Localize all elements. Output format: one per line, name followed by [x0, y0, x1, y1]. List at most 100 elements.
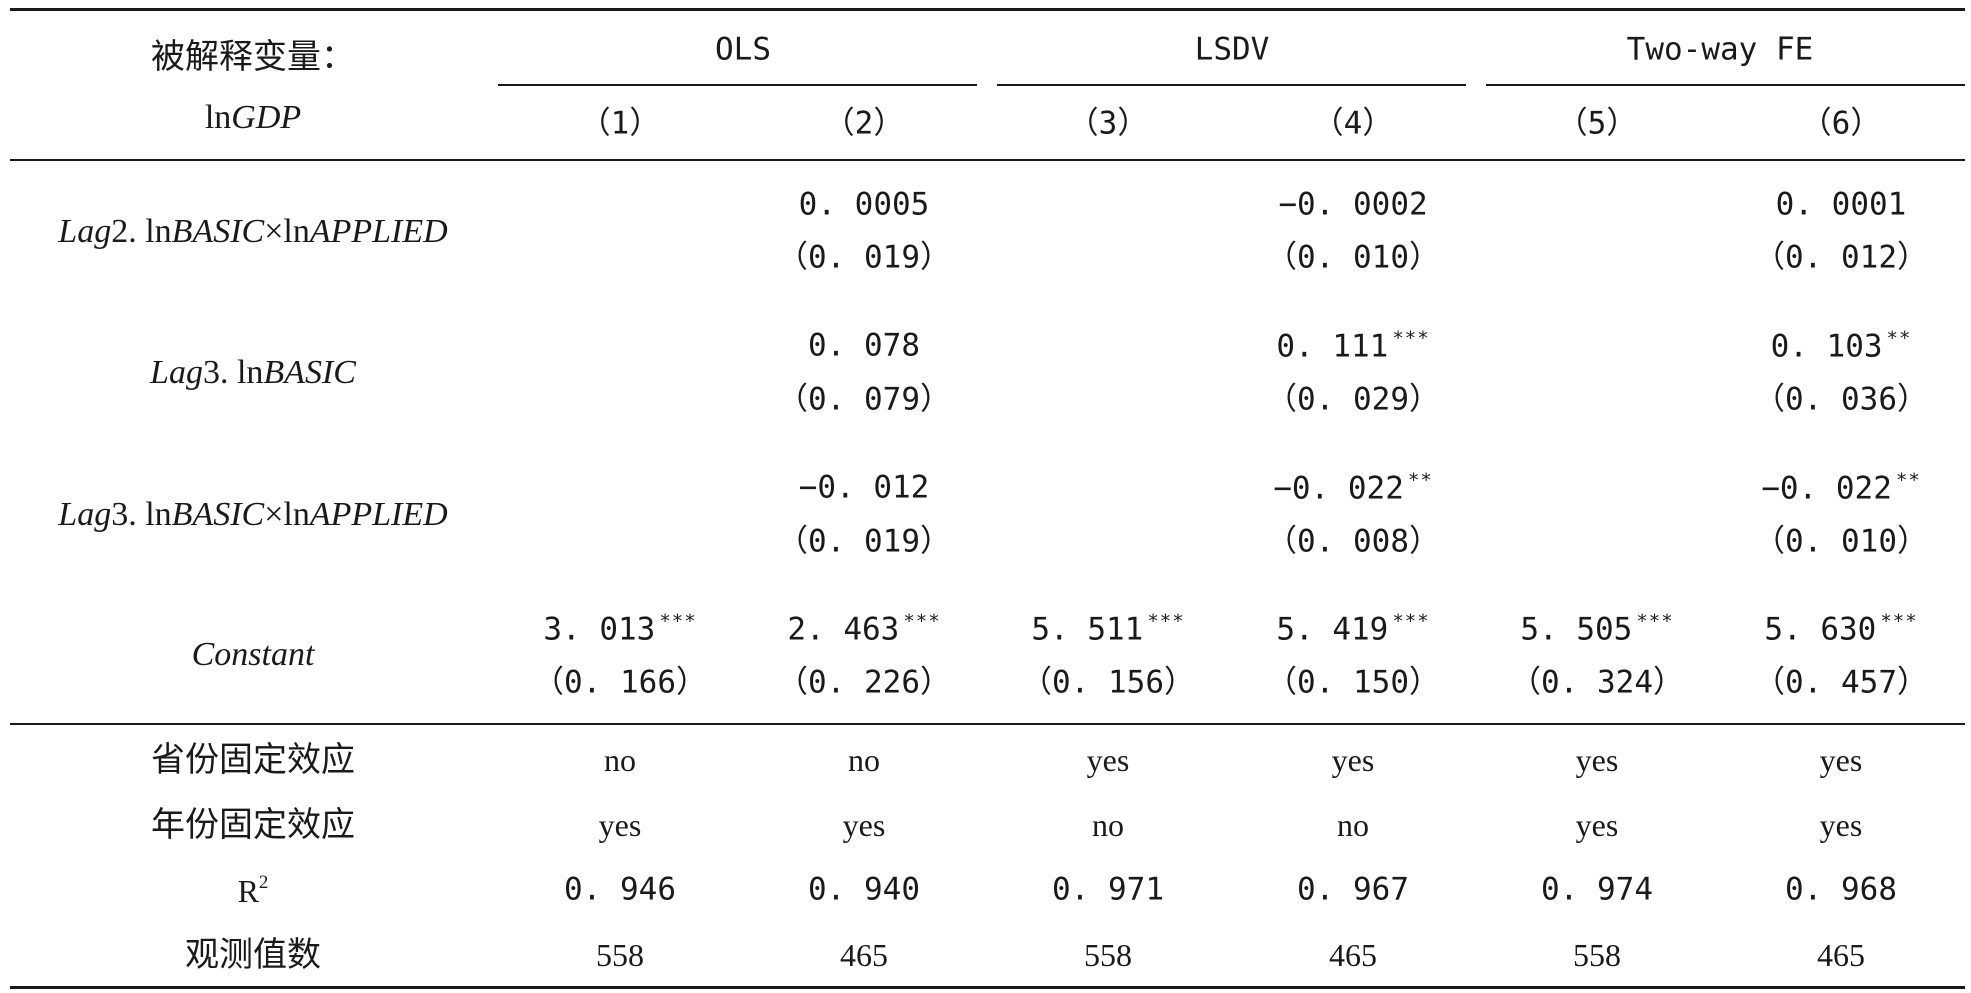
significance-stars: ** [1407, 469, 1433, 492]
footer-value: no [604, 742, 636, 778]
footer-value: 558 [596, 937, 644, 973]
header-bottom-rule [10, 159, 1965, 161]
coefficient-value: 0. 0005 [798, 186, 930, 223]
row-label: Constant [192, 638, 315, 672]
row-label-part: APPLIED [309, 496, 448, 533]
coefficient: 0. 078 [808, 330, 920, 362]
coefficient: −0. 022 ** [1761, 469, 1921, 507]
standard-error: （0. 036） [1754, 381, 1928, 418]
coefficient-value: 2. 463 [787, 611, 900, 648]
footer-value: yes [598, 807, 642, 843]
coefficient-value: −0. 022 [1761, 470, 1892, 507]
footer-label: 省份固定效应 [151, 743, 355, 777]
row-label-part: BASIC [171, 496, 265, 533]
footer-value: 0. 968 [1785, 871, 1897, 908]
row-label: Lag2. lnBASIC×lnAPPLIED [58, 215, 447, 249]
significance-stars: *** [1147, 610, 1185, 633]
standard-error: （0. 010） [1754, 523, 1928, 560]
column-header-2: （2） [823, 105, 905, 142]
group-header-lsdv: LSDV [1194, 31, 1270, 68]
footer-label-text: R [237, 873, 259, 909]
footer-value: no [1337, 807, 1369, 843]
coefficient: 5. 505 *** [1520, 611, 1673, 648]
row-label-part: 2. ln [111, 213, 172, 250]
footer-value: 558 [1084, 937, 1132, 973]
footer-value: yes [1331, 742, 1375, 778]
coefficient-value: −0. 012 [798, 469, 930, 506]
significance-stars: *** [659, 610, 697, 633]
row-label: Lag3. lnBASIC [150, 356, 356, 390]
coefficient: −0. 0002 [1278, 186, 1428, 223]
group-header-ols: OLS [715, 31, 771, 68]
footer-label-text: 年份固定效应 [151, 805, 355, 845]
footer-value: 465 [1329, 937, 1377, 973]
standard-error: （0. 079） [777, 381, 951, 418]
footer-value: yes [842, 807, 886, 843]
coefficient-value: 5. 505 [1520, 611, 1633, 648]
row-label-part: ×ln [264, 496, 310, 533]
footer-label: R2 [238, 873, 269, 907]
body-bottom-rule [10, 723, 1965, 725]
coefficient: 0. 0005 [798, 186, 930, 223]
footer-value: 0. 940 [808, 871, 920, 908]
standard-error: （0. 019） [777, 523, 951, 560]
row-label-part: BASIC [171, 213, 265, 250]
footer-value: 0. 946 [564, 871, 676, 908]
row-label-part: Lag [58, 496, 112, 533]
standard-error: （0. 008） [1266, 523, 1440, 560]
standard-error: （0. 012） [1754, 239, 1928, 276]
top-rule [10, 8, 1965, 11]
significance-stars: *** [903, 610, 941, 633]
coefficient-value: 5. 511 [1031, 611, 1144, 648]
coefficient-value: 5. 419 [1276, 611, 1389, 648]
row-label-part: 3. ln [202, 354, 264, 391]
footer-value: 465 [840, 937, 888, 973]
significance-stars: ** [1895, 469, 1921, 492]
significance-stars: *** [1880, 610, 1918, 633]
standard-error: （0. 226） [777, 664, 951, 701]
footer-value: yes [1575, 807, 1619, 843]
standard-error: （0. 029） [1266, 381, 1440, 418]
dependent-variable-label: 被解释变量： [151, 37, 355, 77]
significance-stars: *** [1392, 327, 1430, 350]
footer-value: yes [1819, 807, 1863, 843]
footer-label-text: 观测值数 [185, 935, 321, 975]
footer-value: 0. 971 [1052, 871, 1164, 908]
footer-label-text: 省份固定效应 [151, 740, 355, 780]
coefficient: 0. 103 ** [1770, 328, 1912, 365]
row-label-part: Lag [58, 213, 112, 250]
row-label-part: 3. ln [111, 496, 172, 533]
footer-label-superscript: 2 [258, 872, 269, 893]
coefficient-value: 0. 111 [1276, 328, 1389, 365]
coefficient-value: 0. 103 [1770, 328, 1883, 365]
footer-value: 0. 967 [1297, 871, 1409, 908]
bottom-rule [10, 986, 1965, 989]
coefficient: 5. 511 *** [1031, 610, 1185, 648]
footer-value: yes [1086, 742, 1130, 778]
row-label-part: APPLIED [309, 213, 448, 250]
footer-label: 观测值数 [185, 938, 321, 972]
coefficient-value: 5. 630 [1764, 611, 1877, 648]
column-header-5: （5） [1556, 105, 1638, 142]
coefficient: 0. 0001 [1776, 189, 1907, 221]
standard-error: （0. 019） [777, 239, 951, 276]
group-header-twoway-fe: Two-way FE [1626, 31, 1814, 68]
coefficient-value: −0. 022 [1273, 470, 1404, 507]
row-label-part: Lag [150, 354, 203, 391]
significance-stars: *** [1392, 610, 1430, 633]
footer-value: no [1092, 807, 1124, 843]
coefficient: −0. 022 ** [1273, 469, 1433, 507]
coefficient-value: −0. 0002 [1278, 186, 1428, 223]
row-label-part: Constant [191, 636, 315, 673]
coefficient: 5. 419 *** [1276, 610, 1430, 648]
column-header-4: （4） [1312, 105, 1394, 142]
dependent-variable-italic: GDP [231, 99, 302, 136]
coefficient: 2. 463 *** [787, 610, 941, 648]
group-underline-ols [498, 84, 977, 86]
dependent-variable-prefix: ln [204, 99, 232, 136]
footer-value: 558 [1573, 937, 1621, 973]
column-header-6: （6） [1800, 105, 1882, 142]
standard-error: （0. 457） [1754, 664, 1928, 701]
footer-value: no [848, 742, 880, 778]
